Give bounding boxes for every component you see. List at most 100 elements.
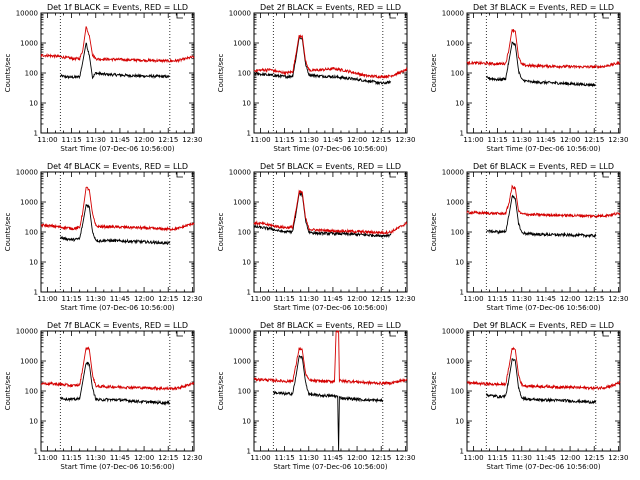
y-tick-label: 10 <box>29 259 38 267</box>
x-axis-label: Start Time (07-Dec-06 10:56:00) <box>60 304 174 312</box>
y-tick-label: 1 <box>247 130 251 138</box>
x-tick-label: 12:30 <box>182 454 202 462</box>
x-tick-label: 12:00 <box>560 136 580 144</box>
y-tick-label: 1 <box>34 448 38 456</box>
y-axis-label: Counts/sec <box>430 372 438 411</box>
x-tick-label: 11:30 <box>299 136 319 144</box>
series-events-line <box>253 191 392 239</box>
series-lld-line <box>253 34 408 80</box>
corner-marker <box>389 13 396 19</box>
x-tick-label: 12:00 <box>347 454 367 462</box>
x-tick-label: 11:15 <box>62 295 82 303</box>
y-tick-label: 10000 <box>16 10 38 18</box>
chart-panel-8: Det 8f BLACK = Events, RED = LLD 1 10 100 10… <box>217 321 415 471</box>
x-tick-label: 11:45 <box>323 295 343 303</box>
plot-frame <box>40 330 195 452</box>
y-tick-label: 100 <box>238 388 251 396</box>
x-tick-label: 11:30 <box>299 454 319 462</box>
y-tick-label: 10 <box>242 418 251 426</box>
x-tick-label: 11:00 <box>463 295 483 303</box>
x-axis-label: Start Time (07-Dec-06 10:56:00) <box>273 145 387 153</box>
y-tick-label: 1000 <box>446 358 464 366</box>
plot-frame <box>40 12 195 134</box>
chart-panel-5: Det 5f BLACK = Events, RED = LLD 1 10 100 10… <box>217 162 415 312</box>
chart-title: Det 9f BLACK = Events, RED = LLD <box>473 321 614 330</box>
chart-panel-4: Det 4f BLACK = Events, RED = LLD 1 10 100 10… <box>4 162 202 312</box>
chart-title: Det 6f BLACK = Events, RED = LLD <box>473 162 614 171</box>
x-tick-label: 11:30 <box>299 295 319 303</box>
series-lld-line <box>466 28 621 70</box>
x-tick-label: 11:00 <box>37 454 57 462</box>
corner-marker <box>389 331 396 337</box>
y-tick-label: 10 <box>242 100 251 108</box>
corner-marker <box>176 13 183 19</box>
series-lld-line <box>40 346 195 392</box>
y-tick-label: 1000 <box>20 40 38 48</box>
y-axis-label: Counts/sec <box>430 54 438 93</box>
chart-title: Det 7f BLACK = Events, RED = LLD <box>47 321 188 330</box>
chart-title: Det 8f BLACK = Events, RED = LLD <box>260 321 401 330</box>
x-tick-label: 12:30 <box>608 295 628 303</box>
x-tick-label: 11:15 <box>275 295 295 303</box>
chart-title: Det 1f BLACK = Events, RED = LLD <box>47 3 188 12</box>
x-tick-label: 11:45 <box>110 295 130 303</box>
x-tick-label: 11:00 <box>250 136 270 144</box>
corner-marker <box>389 172 396 178</box>
series-events-line <box>485 358 597 405</box>
series-lld-line <box>40 186 195 232</box>
x-tick-label: 11:00 <box>463 136 483 144</box>
x-tick-label: 11:45 <box>323 454 343 462</box>
x-tick-label: 11:00 <box>250 295 270 303</box>
x-tick-label: 11:00 <box>37 136 57 144</box>
y-tick-label: 1 <box>460 289 464 297</box>
y-tick-label: 1000 <box>446 40 464 48</box>
chart-title: Det 4f BLACK = Events, RED = LLD <box>47 162 188 171</box>
y-tick-label: 1 <box>460 130 464 138</box>
x-tick-label: 11:45 <box>536 136 556 144</box>
series-lld-line <box>253 189 408 236</box>
y-tick-label: 1000 <box>233 199 251 207</box>
x-tick-label: 11:15 <box>62 454 82 462</box>
x-tick-label: 11:45 <box>536 295 556 303</box>
chart-title: Det 2f BLACK = Events, RED = LLD <box>260 3 401 12</box>
y-tick-label: 10000 <box>16 169 38 177</box>
series-events-line <box>59 204 171 246</box>
y-tick-label: 10 <box>455 100 464 108</box>
corner-marker <box>602 13 609 19</box>
x-tick-label: 12:15 <box>584 136 604 144</box>
x-tick-label: 12:15 <box>371 295 391 303</box>
x-tick-label: 12:00 <box>347 295 367 303</box>
x-tick-label: 12:15 <box>158 454 178 462</box>
x-tick-label: 11:45 <box>110 454 130 462</box>
y-tick-label: 1000 <box>20 199 38 207</box>
y-tick-label: 100 <box>451 388 464 396</box>
y-tick-label: 1000 <box>446 199 464 207</box>
corner-marker <box>602 172 609 178</box>
y-tick-label: 1 <box>247 448 251 456</box>
y-tick-label: 10 <box>455 259 464 267</box>
x-tick-label: 12:00 <box>134 295 154 303</box>
y-tick-label: 1000 <box>233 40 251 48</box>
y-tick-label: 10 <box>242 259 251 267</box>
x-tick-label: 11:30 <box>86 295 106 303</box>
series-events-line <box>60 361 171 406</box>
x-tick-label: 11:30 <box>512 136 532 144</box>
x-tick-label: 12:15 <box>584 295 604 303</box>
chart-panel-7: Det 7f BLACK = Events, RED = LLD 1 10 100 10… <box>4 321 202 471</box>
chart-title: Det 3f BLACK = Events, RED = LLD <box>473 3 614 12</box>
x-tick-label: 12:00 <box>134 136 154 144</box>
x-axis-label: Start Time (07-Dec-06 10:56:00) <box>273 463 387 471</box>
y-tick-label: 1 <box>34 130 38 138</box>
chart-title: Det 5f BLACK = Events, RED = LLD <box>260 162 401 171</box>
y-axis-label: Counts/sec <box>217 213 225 252</box>
x-tick-label: 11:15 <box>275 454 295 462</box>
x-tick-label: 12:15 <box>158 136 178 144</box>
x-tick-label: 12:00 <box>560 295 580 303</box>
y-tick-label: 100 <box>238 70 251 78</box>
x-tick-label: 11:15 <box>275 136 295 144</box>
y-axis-label: Counts/sec <box>217 54 225 93</box>
x-tick-label: 11:00 <box>250 454 270 462</box>
series-lld-line <box>466 346 621 391</box>
x-tick-label: 12:30 <box>395 454 415 462</box>
y-axis-label: Counts/sec <box>430 213 438 252</box>
